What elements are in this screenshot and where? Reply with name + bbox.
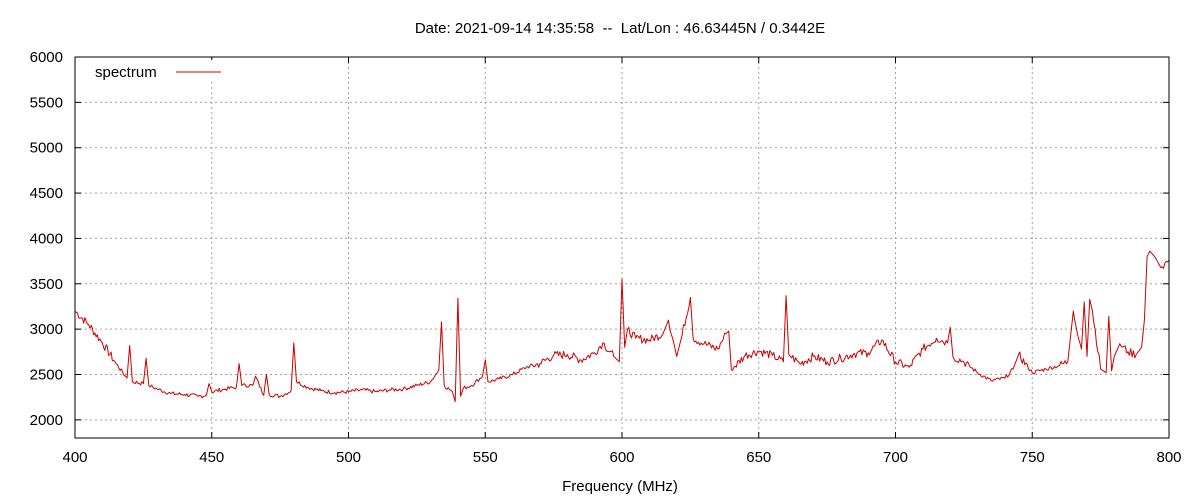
y-tick-label-2500: 2500 bbox=[30, 367, 63, 384]
x-tick-label-500: 500 bbox=[336, 449, 361, 466]
series-line-spectrum bbox=[74, 250, 1170, 403]
x-tick-label-600: 600 bbox=[609, 449, 634, 466]
legend-background bbox=[90, 60, 230, 82]
x-tick-label-450: 450 bbox=[199, 449, 224, 466]
chart-title: Date: 2021-09-14 14:35:58 -- Lat/Lon : 4… bbox=[415, 20, 825, 37]
axis-ticks: 400 450 500 550 600 650 700 750 800 2000 2500 3000 3… bbox=[30, 49, 1182, 466]
legend-label-spectrum: spectrum bbox=[95, 64, 157, 81]
y-tick-label-5000: 5000 bbox=[30, 140, 63, 157]
x-tick-label-650: 650 bbox=[746, 449, 771, 466]
series-layer bbox=[74, 250, 1170, 403]
x-tick-label-800: 800 bbox=[1156, 449, 1181, 466]
x-tick-label-550: 550 bbox=[473, 449, 498, 466]
y-tick-label-3500: 3500 bbox=[30, 276, 63, 293]
x-tick-label-700: 700 bbox=[883, 449, 908, 466]
y-tick-label-6000: 6000 bbox=[30, 49, 63, 66]
x-tick-label-400: 400 bbox=[62, 449, 87, 466]
legend: spectrum bbox=[90, 60, 230, 82]
grid-lines bbox=[75, 57, 1169, 438]
y-tick-label-5500: 5500 bbox=[30, 94, 63, 111]
y-tick-label-3000: 3000 bbox=[30, 321, 63, 338]
y-tick-label-4500: 4500 bbox=[30, 185, 63, 202]
x-tick-label-750: 750 bbox=[1020, 449, 1045, 466]
y-tick-label-2000: 2000 bbox=[30, 412, 63, 429]
y-tick-label-4000: 4000 bbox=[30, 230, 63, 247]
x-axis-label: Frequency (MHz) bbox=[562, 478, 678, 495]
